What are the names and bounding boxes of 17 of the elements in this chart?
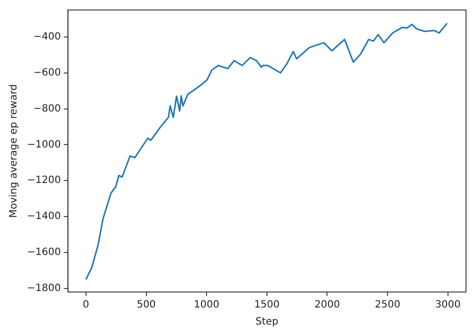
y-tick-label: −1600 [27, 247, 61, 258]
y-tick-label: −400 [33, 32, 61, 43]
y-axis-title: Moving average ep reward [8, 84, 20, 218]
x-tick-label: 3000 [435, 300, 461, 311]
y-tick-label: −1400 [27, 211, 61, 222]
y-tick-label: −1000 [27, 139, 61, 150]
x-tick-label: 1000 [194, 300, 220, 311]
x-axis-title: Step [256, 316, 278, 328]
x-tick-label: 0 [82, 300, 90, 311]
y-tick-label: −1800 [27, 283, 61, 294]
y-tick-label: −1200 [27, 175, 61, 186]
x-tick-label: 500 [136, 300, 156, 311]
x-tick-label: 1500 [254, 300, 280, 311]
y-tick-label: −800 [33, 103, 61, 114]
x-tick-label: 2000 [314, 300, 340, 311]
x-tick-label: 2500 [374, 300, 400, 311]
y-tick-label: −600 [33, 67, 61, 78]
